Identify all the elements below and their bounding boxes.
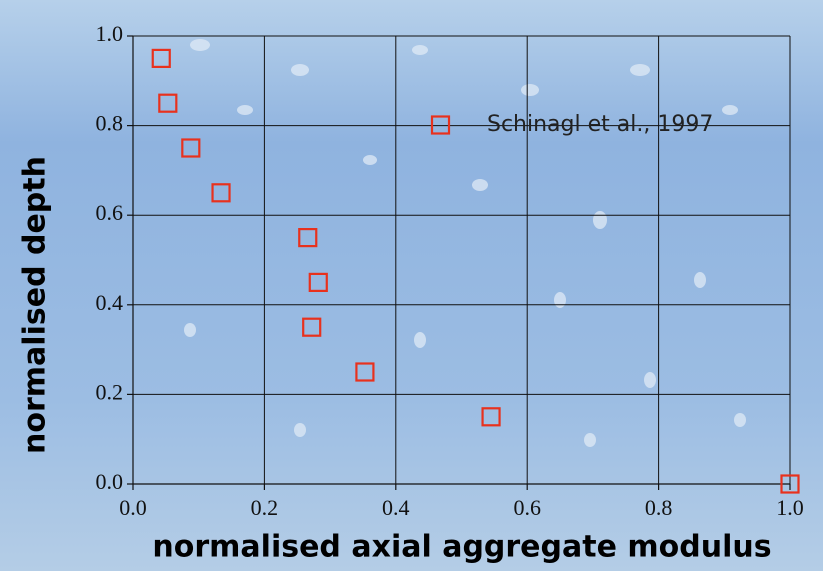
- marker: [355, 362, 375, 382]
- y-axis-label: normalised depth: [18, 156, 53, 454]
- y-tick-label: 0.6: [96, 200, 124, 225]
- marker: [298, 228, 318, 248]
- texture: [184, 39, 746, 447]
- y-tick-label: 1.0: [96, 21, 124, 46]
- marker: [481, 407, 501, 427]
- marker: [151, 48, 171, 69]
- marker: [780, 474, 800, 494]
- x-tick-label: 0.2: [251, 495, 279, 520]
- x-tick-label: 0.4: [382, 495, 410, 520]
- marker: [158, 93, 178, 113]
- marker: [211, 183, 231, 203]
- x-tick-label: 0.6: [513, 495, 541, 520]
- x-axis-label: normalised axial aggregate modulus: [152, 530, 771, 565]
- x-tick-label: 1.0: [776, 495, 804, 520]
- x-tick-label: 0.8: [645, 495, 673, 520]
- y-tick-label: 0.4: [96, 290, 124, 315]
- marker: [308, 272, 328, 292]
- y-tick-label: 0.0: [96, 469, 124, 494]
- marker: [302, 317, 322, 337]
- legend-marker: [430, 115, 451, 135]
- y-tick-label: 0.8: [96, 111, 124, 136]
- legend-label: Schinagl et al., 1997: [487, 112, 713, 137]
- y-tick-label: 0.2: [96, 379, 124, 404]
- x-tick-label: 0.0: [119, 495, 147, 520]
- marker: [181, 138, 201, 158]
